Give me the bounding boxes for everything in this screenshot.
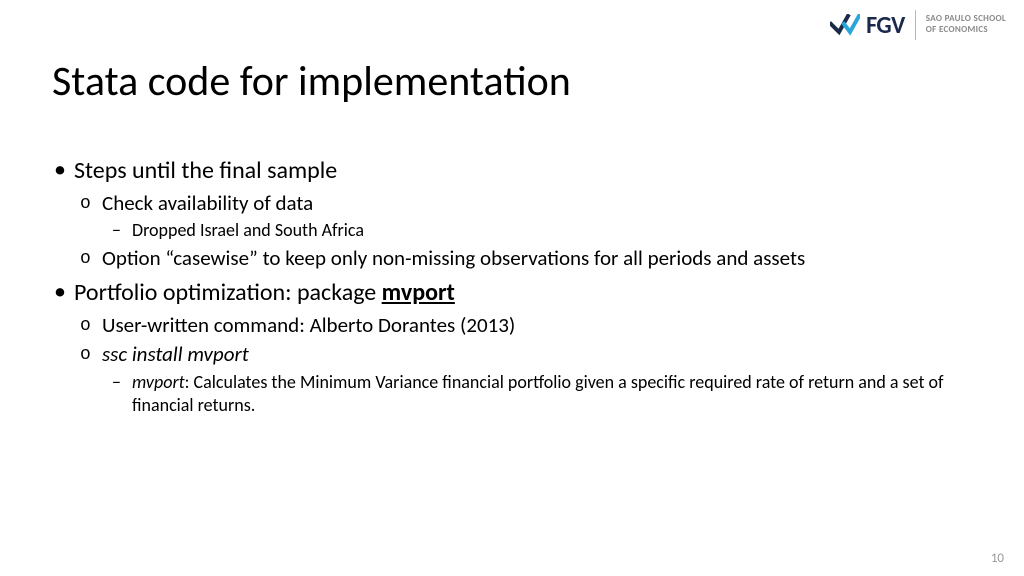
bullet-l3: Dropped Israel and South Africa <box>102 219 972 242</box>
bullet-text: ssc install mvport <box>102 341 249 367</box>
bullet-text: Portfolio optimization: package mvport <box>74 278 455 307</box>
bullet-l1: Portfolio optimization: package mvport U… <box>52 278 972 417</box>
logo-divider <box>915 10 916 40</box>
bullet-text: Check availability of data <box>102 190 313 216</box>
bullet-text: Option “casewise” to keep only non-missi… <box>102 245 805 271</box>
logo-mark: FGV <box>830 11 905 40</box>
command-name: mvport <box>132 371 185 393</box>
page-number: 10 <box>991 551 1004 566</box>
logo-brand-text: FGV <box>866 11 905 40</box>
bullet-l2: Option “casewise” to keep only non-missi… <box>74 245 972 272</box>
slide-title: Stata code for implementation <box>52 56 571 107</box>
bullet-text: mvport: Calculates the Minimum Variance … <box>132 371 944 416</box>
bullet-l3: mvport: Calculates the Minimum Variance … <box>102 371 972 418</box>
fgv-checkmark-icon <box>830 14 860 36</box>
package-name: mvport <box>382 278 455 307</box>
bullet-l2: Check availability of data Dropped Israe… <box>74 190 972 243</box>
bullet-l1: Steps until the final sample Check avail… <box>52 156 972 272</box>
bullet-l2: ssc install mvport mvport: Calculates th… <box>74 341 972 417</box>
logo-area: FGV SAO PAULO SCHOOL OF ECONOMICS <box>830 10 1006 40</box>
bullet-l2: User-written command: Alberto Dorantes (… <box>74 312 972 339</box>
logo-school: SAO PAULO SCHOOL OF ECONOMICS <box>926 14 1006 36</box>
slide-content: Steps until the final sample Check avail… <box>52 156 972 423</box>
bullet-text-pre: Portfolio optimization: package <box>74 278 382 307</box>
bullet-text: User-written command: Alberto Dorantes (… <box>102 312 515 338</box>
bullet-text-rest: : Calculates the Minimum Variance financ… <box>132 371 944 416</box>
bullet-text: Dropped Israel and South Africa <box>132 219 364 241</box>
logo-school-line2: OF ECONOMICS <box>926 25 1006 36</box>
bullet-text: Steps until the final sample <box>74 156 337 185</box>
